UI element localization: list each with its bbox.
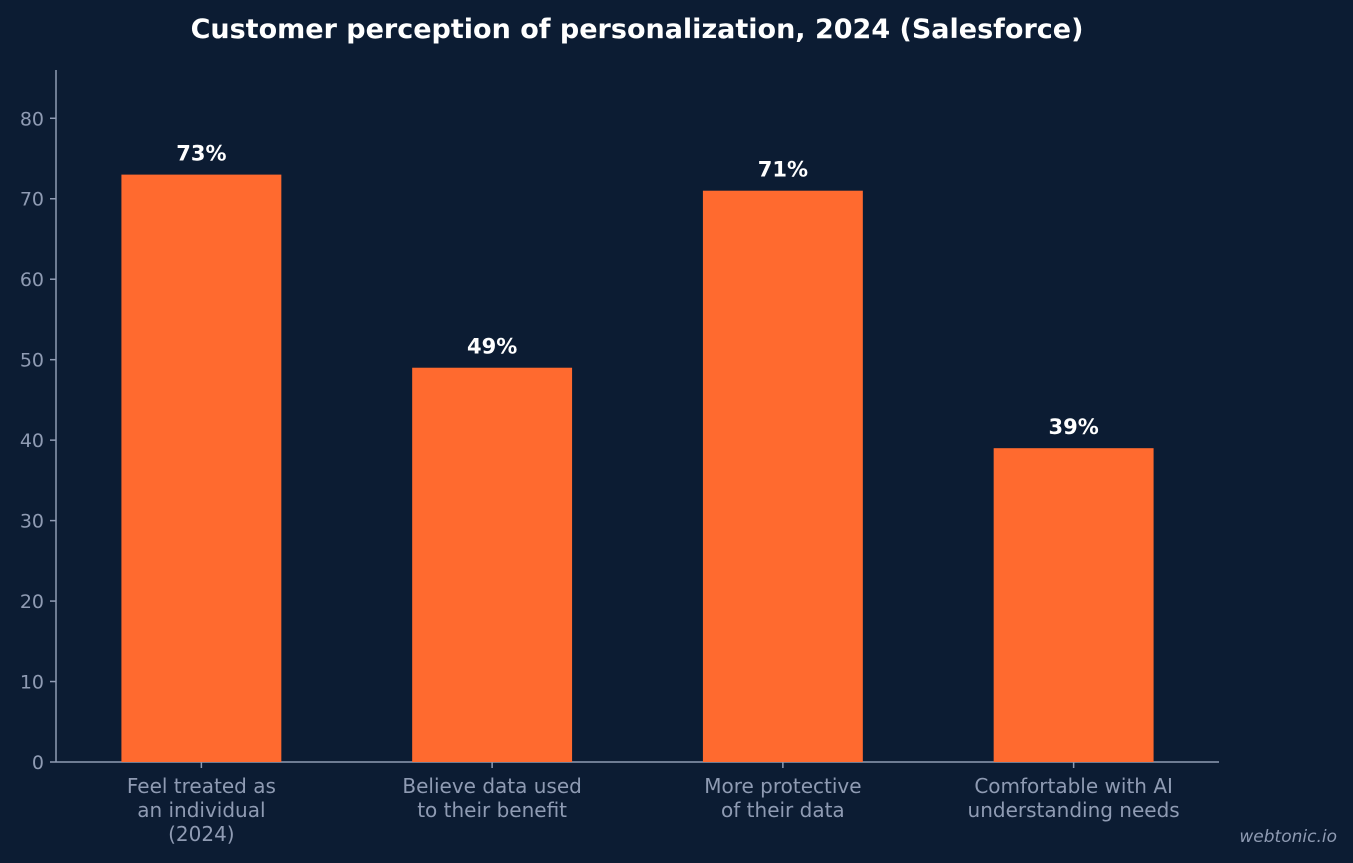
y-tick-label: 20 xyxy=(20,591,44,613)
x-tick-label-line: Believe data used xyxy=(402,774,581,798)
y-tick-label: 30 xyxy=(20,511,44,533)
x-tick-label: Believe data used to their benefit xyxy=(402,774,581,822)
x-tick-label-line: Comfortable with AI xyxy=(974,774,1173,798)
bar xyxy=(993,448,1154,762)
x-tick-label-line: understanding needs xyxy=(968,798,1180,822)
y-tick-label: 50 xyxy=(20,350,44,372)
chart-title: Customer perception of personalization, … xyxy=(191,14,1084,45)
data-label: 73% xyxy=(176,142,226,166)
y-tick-label: 70 xyxy=(20,189,44,211)
x-axis: Feel treated as an individual (2024) Believ… xyxy=(56,761,1219,846)
x-tick-label-line: More protective xyxy=(704,774,861,798)
bar xyxy=(121,174,282,763)
data-label: 71% xyxy=(758,158,808,182)
x-tick-label: Feel treated as an individual (2024) xyxy=(127,774,276,846)
watermark: webtonic.io xyxy=(1239,827,1337,847)
data-label: 49% xyxy=(467,335,517,359)
x-tick-label-line: Feel treated as xyxy=(127,774,276,798)
x-tick-label: Comfortable with AI understanding needs xyxy=(968,774,1180,822)
y-tick-label: 0 xyxy=(32,752,44,774)
data-labels: 73% 49% 71% 39% xyxy=(176,142,1099,440)
y-tick-label: 80 xyxy=(20,108,44,130)
x-tick-label-line: to their benefit xyxy=(417,798,567,822)
y-tick-label: 10 xyxy=(20,672,44,694)
bars xyxy=(121,174,1154,763)
y-tick-label: 40 xyxy=(20,430,44,452)
x-tick-label-line: an individual xyxy=(137,798,265,822)
data-label: 39% xyxy=(1048,415,1098,439)
y-tick-label: 60 xyxy=(20,269,44,291)
x-tick-label-line: (2024) xyxy=(168,822,235,846)
x-tick-label-line: of their data xyxy=(721,798,845,822)
bar xyxy=(702,190,863,762)
bar xyxy=(412,367,573,762)
y-axis: 0 10 20 30 40 50 60 70 80 xyxy=(20,70,57,774)
x-tick-label: More protective of their data xyxy=(704,774,861,822)
